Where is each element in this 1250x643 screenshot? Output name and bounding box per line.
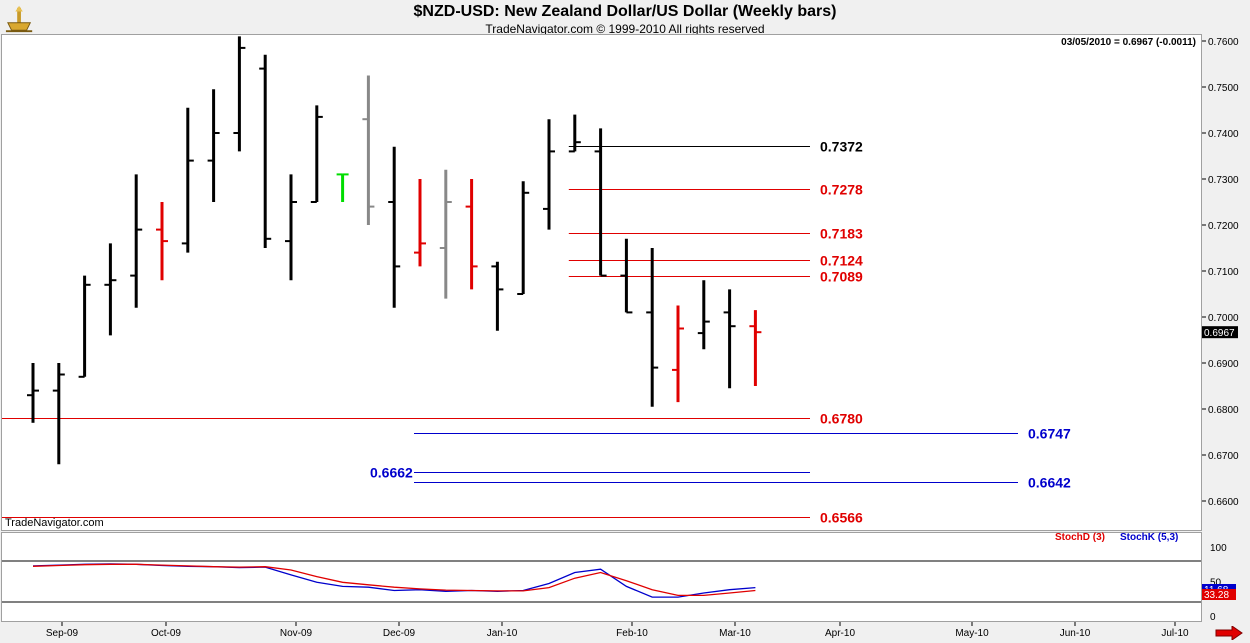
x-tick-label: Sep-09 — [46, 628, 79, 639]
level-label: 0.6642 — [1028, 475, 1071, 491]
x-tick-label: Apr-10 — [825, 628, 855, 639]
ohlc-bar — [27, 363, 39, 423]
ohlc-bar — [78, 275, 91, 378]
x-tick-label: Jun-10 — [1060, 628, 1091, 639]
stoch-tick-label: 0 — [1210, 612, 1216, 623]
ohlc-bar — [465, 179, 478, 290]
stoch-d-marker — [1202, 589, 1236, 600]
y-tick-label: 0.6600 — [1208, 497, 1239, 508]
ohlc-bar — [543, 119, 555, 230]
ohlc-bar — [646, 248, 659, 407]
level-label: 0.7372 — [820, 139, 863, 155]
level-label: 0.7124 — [820, 253, 863, 269]
last-price-label: 0.6967 — [1204, 328, 1235, 339]
ohlc-bar — [233, 36, 246, 152]
last-price-marker — [1202, 326, 1238, 339]
stoch-d-line — [32, 563, 756, 597]
y-tick-label: 0.7600 — [1208, 37, 1239, 48]
stoch-tick-label: 50 — [1210, 578, 1222, 589]
ohlc-bar — [104, 243, 117, 336]
ohlc-bar — [672, 305, 684, 403]
ohlc-bar — [52, 363, 65, 465]
ohlc-bar — [336, 173, 349, 202]
level-label: 0.6662 — [370, 465, 413, 481]
y-tick-label: 0.7400 — [1208, 129, 1239, 140]
watermark: TradeNavigator.com — [5, 517, 104, 529]
stoch-k-line — [32, 563, 756, 598]
chart-subtitle: TradeNavigator.com © 1999-2010 All right… — [485, 22, 765, 36]
ohlc-bar — [491, 261, 504, 331]
ohlc-bar — [697, 280, 710, 350]
ohlc-bar — [310, 105, 323, 203]
x-tick-label: Feb-10 — [616, 628, 648, 639]
y-tick-label: 0.7500 — [1208, 83, 1239, 94]
ohlc-bar — [362, 75, 375, 225]
y-tick-label: 0.6800 — [1208, 405, 1239, 416]
level-label: 0.6566 — [820, 510, 863, 526]
y-tick-label: 0.7100 — [1208, 267, 1239, 278]
y-tick-label: 0.6700 — [1208, 451, 1239, 462]
scroll-right-arrow-icon[interactable] — [1214, 626, 1244, 640]
title-bar: $NZD-USD: New Zealand Dollar/US Dollar (… — [0, 0, 1250, 38]
level-label: 0.6747 — [1028, 426, 1071, 442]
x-tick-label: Nov-09 — [280, 628, 313, 639]
ohlc-bar — [568, 114, 581, 153]
ohlc-bar — [181, 107, 194, 253]
x-tick-label: Oct-09 — [151, 628, 181, 639]
ohlc-bar — [130, 174, 143, 308]
time-axis — [0, 622, 1250, 643]
trade-navigator-logo-icon[interactable] — [4, 4, 36, 34]
stoch-k-legend: StochK (5,3) — [1120, 532, 1179, 543]
y-tick-label: 0.7200 — [1208, 221, 1239, 232]
x-tick-label: Jan-10 — [487, 628, 518, 639]
level-label: 0.7183 — [820, 226, 863, 242]
x-tick-label: May-10 — [955, 628, 989, 639]
level-label: 0.6780 — [820, 411, 863, 427]
ohlc-bar — [156, 202, 168, 281]
x-tick-label: Mar-10 — [719, 628, 751, 639]
ohlc-bar — [207, 89, 220, 202]
level-label: 0.7089 — [820, 269, 863, 285]
stochastic-panel[interactable] — [1, 532, 1202, 622]
ohlc-bar — [285, 174, 297, 281]
ohlc-bar — [388, 146, 401, 308]
y-tick-label: 0.7300 — [1208, 175, 1239, 186]
chart-title: $NZD-USD: New Zealand Dollar/US Dollar (… — [413, 3, 837, 20]
stoch-tick-label: 100 — [1210, 543, 1227, 554]
price-panel[interactable] — [1, 34, 1202, 531]
stoch-d-legend: StochD (3) — [1055, 532, 1105, 543]
ohlc-bar — [749, 310, 762, 386]
price-readout: 03/05/2010 = 0.6967 (-0.0011) — [1061, 37, 1196, 48]
ohlc-bar — [259, 54, 272, 248]
ohlc-bar — [517, 181, 530, 295]
ohlc-bar — [439, 169, 452, 299]
x-tick-label: Jul-10 — [1161, 628, 1189, 639]
x-tick-label: Dec-09 — [383, 628, 416, 639]
ohlc-bar — [414, 179, 426, 267]
level-label: 0.7278 — [820, 182, 863, 198]
y-tick-label: 0.6900 — [1208, 359, 1239, 370]
ohlc-bar — [594, 128, 607, 277]
ohlc-bar — [620, 238, 633, 314]
stoch-d-value: 33.28 — [1204, 590, 1229, 601]
y-tick-label: 0.7000 — [1208, 313, 1239, 324]
ohlc-bar — [723, 289, 736, 389]
